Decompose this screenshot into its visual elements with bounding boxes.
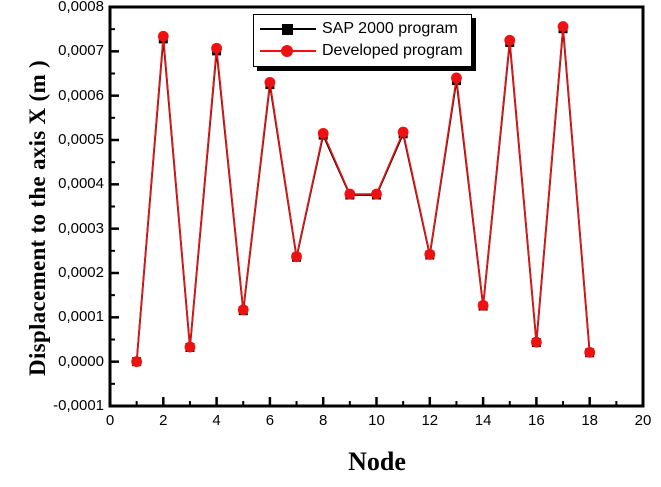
- x-tick-label: 0: [105, 412, 115, 429]
- y-tick-label: 0,0000: [58, 352, 104, 370]
- y-tick-label: -0,0001: [53, 397, 104, 414]
- data-point-marker: [531, 336, 542, 348]
- y-tick-label: 0,0007: [58, 42, 104, 60]
- axis-ticks: [108, 5, 645, 408]
- y-tick-label: 0,0004: [58, 175, 104, 193]
- x-tick-label: 12: [421, 412, 439, 429]
- y-tick-label: 0,0002: [58, 264, 104, 281]
- data-point-marker: [131, 356, 143, 368]
- data-point-marker: [264, 76, 276, 88]
- data-point-marker: [584, 346, 596, 358]
- data-point-marker: [557, 21, 569, 32]
- data-point-marker: [451, 72, 462, 84]
- x-tick-label: 4: [212, 412, 221, 429]
- y-tick-label: 0,0003: [58, 219, 104, 237]
- data-point-marker: [344, 188, 356, 200]
- legend-label-sap-2000-program: SAP 2000 program: [322, 20, 458, 37]
- data-point-marker: [211, 42, 223, 54]
- data-point-marker: [317, 127, 329, 139]
- legend-label-developed-program: Developed program: [322, 42, 463, 59]
- x-tick-label: 8: [319, 412, 328, 429]
- series-line: [135, 28, 591, 362]
- data-point-marker: [291, 251, 302, 262]
- y-tick-label: 0,0005: [58, 131, 104, 148]
- data-point-marker: [184, 341, 196, 353]
- data-point-marker: [504, 34, 516, 46]
- data-point-marker: [397, 126, 409, 138]
- x-tick-label: 20: [634, 412, 652, 429]
- x-tick-label: 2: [159, 412, 168, 429]
- y-tick-label: 0,0006: [58, 86, 104, 104]
- series-line: [135, 26, 591, 362]
- legend-swatch-circle-icon: [260, 44, 316, 58]
- data-point-marker: [477, 299, 489, 311]
- data-point-marker: [237, 304, 249, 316]
- legend-swatch-square-icon: [260, 22, 316, 36]
- x-tick-label: 18: [581, 412, 599, 429]
- x-tick-label: 10: [368, 412, 385, 429]
- legend-item-developed-program: Developed program: [260, 40, 463, 62]
- x-tick-label: 16: [528, 412, 545, 429]
- y-tick-label: 0,0001: [58, 308, 104, 326]
- y-tick-label: 0,0008: [58, 0, 104, 15]
- chart-legend: SAP 2000 program Developed program: [253, 14, 472, 67]
- series-developed-program: [131, 21, 596, 368]
- data-point-marker: [424, 248, 436, 260]
- x-tick-label: 6: [265, 412, 275, 429]
- x-axis-title: Node: [348, 447, 406, 476]
- data-point-marker: [371, 188, 382, 200]
- legend-item-sap-2000-program: SAP 2000 program: [260, 18, 463, 40]
- series-sap-2000-program: [132, 24, 595, 367]
- data-point-marker: [157, 30, 169, 42]
- x-tick-label: 14: [474, 412, 492, 429]
